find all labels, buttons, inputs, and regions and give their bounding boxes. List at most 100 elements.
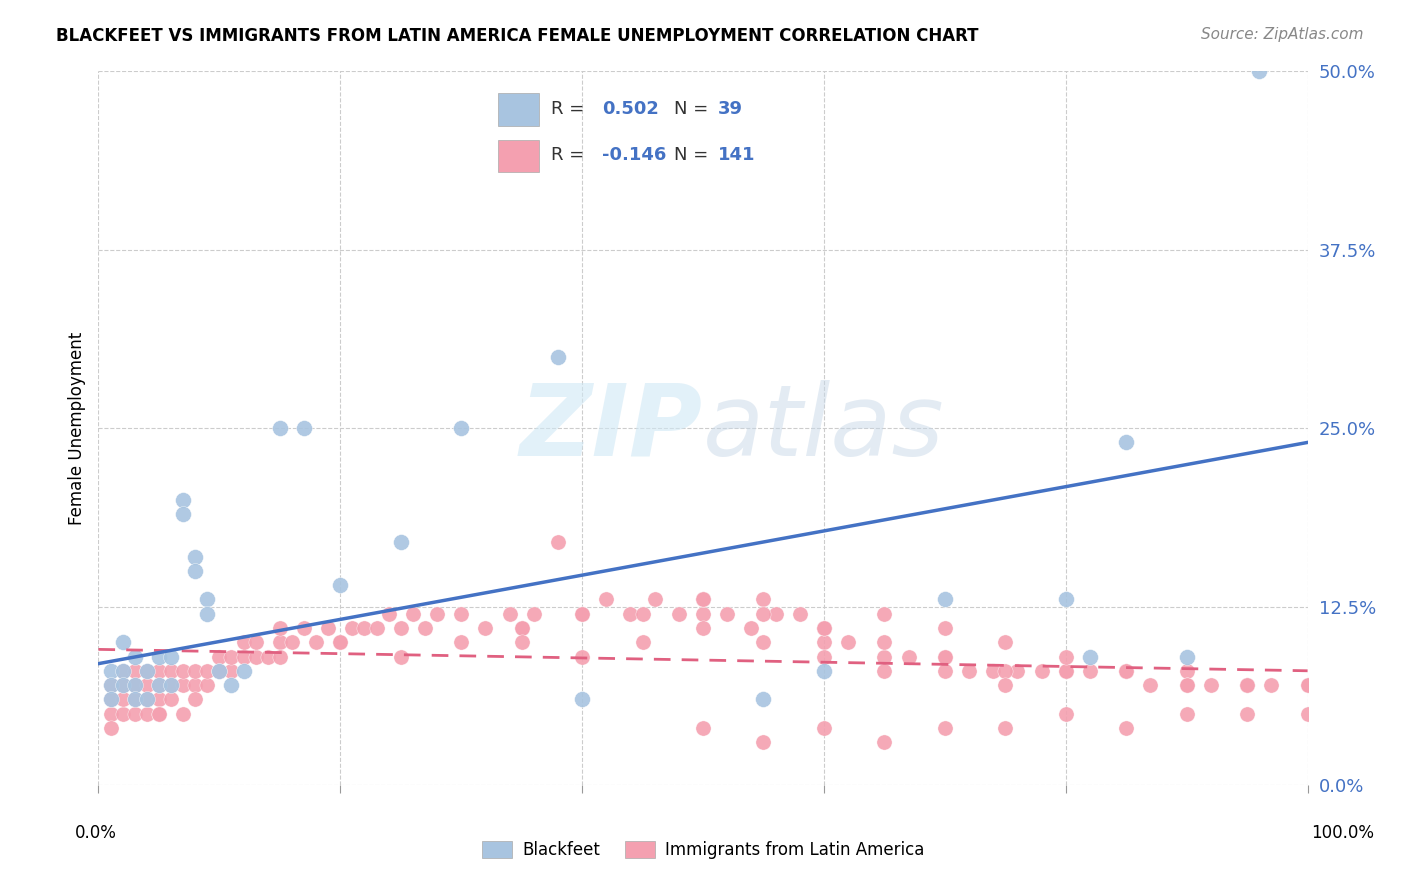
Point	[595, 592, 617, 607]
Point	[873, 607, 896, 621]
Point	[100, 706, 122, 721]
Point	[135, 692, 157, 706]
Point	[124, 692, 146, 706]
Point	[934, 649, 956, 664]
Point	[1115, 721, 1137, 735]
Point	[981, 664, 1004, 678]
Point	[631, 607, 654, 621]
Point	[873, 635, 896, 649]
Point	[692, 607, 714, 621]
Point	[837, 635, 859, 649]
Point	[1296, 678, 1319, 692]
Point	[1031, 664, 1053, 678]
Point	[111, 706, 134, 721]
Point	[1296, 706, 1319, 721]
Point	[752, 592, 775, 607]
Point	[184, 564, 207, 578]
Point	[1078, 664, 1101, 678]
Point	[1236, 678, 1258, 692]
Point	[208, 649, 231, 664]
Point	[269, 621, 291, 635]
Point	[510, 621, 533, 635]
Point	[789, 607, 811, 621]
Point	[135, 692, 157, 706]
Point	[148, 664, 170, 678]
Point	[873, 664, 896, 678]
Point	[1054, 706, 1077, 721]
Point	[111, 678, 134, 692]
Point	[389, 535, 412, 549]
Point	[124, 678, 146, 692]
Point	[1054, 664, 1077, 678]
Point	[148, 649, 170, 664]
Point	[100, 678, 122, 692]
Point	[195, 607, 218, 621]
Point	[329, 578, 352, 592]
Point	[135, 664, 157, 678]
Point	[1175, 706, 1198, 721]
Point	[402, 607, 425, 621]
Point	[994, 635, 1017, 649]
Point	[195, 678, 218, 692]
Point	[1199, 678, 1222, 692]
Point	[740, 621, 762, 635]
Point	[957, 664, 980, 678]
Point	[692, 721, 714, 735]
Point	[450, 607, 472, 621]
Point	[1115, 664, 1137, 678]
Point	[1175, 664, 1198, 678]
Point	[148, 692, 170, 706]
Point	[1115, 435, 1137, 450]
Point	[668, 607, 690, 621]
Point	[450, 635, 472, 649]
Point	[245, 649, 267, 664]
Point	[752, 607, 775, 621]
Point	[873, 649, 896, 664]
Point	[692, 621, 714, 635]
Point	[498, 607, 520, 621]
Point	[813, 621, 835, 635]
Point	[1175, 678, 1198, 692]
Point	[450, 421, 472, 435]
Point	[474, 621, 496, 635]
Point	[510, 621, 533, 635]
Text: BLACKFEET VS IMMIGRANTS FROM LATIN AMERICA FEMALE UNEMPLOYMENT CORRELATION CHART: BLACKFEET VS IMMIGRANTS FROM LATIN AMERI…	[56, 27, 979, 45]
Point	[1236, 678, 1258, 692]
Point	[1249, 64, 1271, 78]
Point	[897, 649, 920, 664]
Point	[305, 635, 328, 649]
Point	[160, 649, 183, 664]
Point	[571, 692, 593, 706]
Point	[160, 678, 183, 692]
Point	[100, 678, 122, 692]
Point	[172, 492, 194, 507]
Point	[184, 692, 207, 706]
Point	[100, 692, 122, 706]
Point	[111, 635, 134, 649]
Point	[232, 664, 254, 678]
Point	[619, 607, 641, 621]
Point	[389, 649, 412, 664]
Point	[135, 664, 157, 678]
Point	[413, 621, 436, 635]
Point	[813, 721, 835, 735]
Point	[994, 678, 1017, 692]
Text: Source: ZipAtlas.com: Source: ZipAtlas.com	[1201, 27, 1364, 42]
Point	[765, 607, 787, 621]
Point	[111, 678, 134, 692]
Point	[752, 635, 775, 649]
Point	[994, 664, 1017, 678]
Point	[135, 678, 157, 692]
Point	[934, 621, 956, 635]
Point	[994, 721, 1017, 735]
Point	[752, 692, 775, 706]
Point	[148, 706, 170, 721]
Point	[692, 592, 714, 607]
Point	[256, 649, 278, 664]
Point	[571, 607, 593, 621]
Point	[813, 664, 835, 678]
Point	[124, 664, 146, 678]
Point	[124, 692, 146, 706]
Point	[934, 721, 956, 735]
Text: ZIP: ZIP	[520, 380, 703, 476]
